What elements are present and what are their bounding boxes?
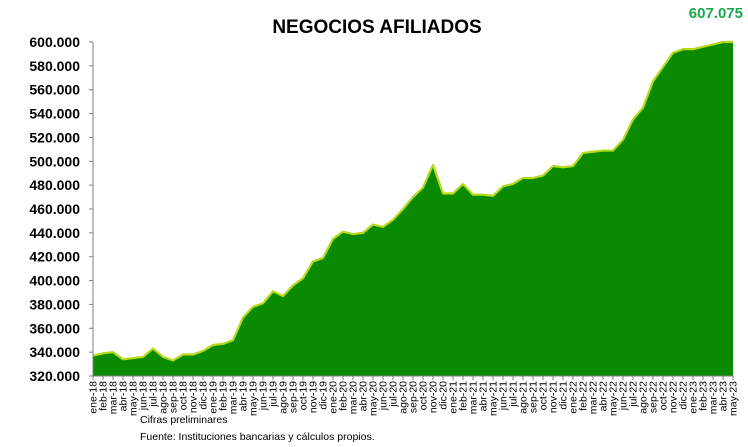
x-tick-label: abr-19 <box>238 381 250 412</box>
x-tick-label: nov-20 <box>428 381 440 413</box>
x-tick-label: mar-23 <box>708 381 720 414</box>
x-tick-label: jul-22 <box>628 381 640 408</box>
x-tick-label: may-20 <box>368 381 380 416</box>
x-tick-label: ago-20 <box>398 381 410 414</box>
x-tick-label: jun-22 <box>618 381 630 411</box>
x-tick-label: oct-19 <box>298 381 310 410</box>
y-tick-label: 420.000 <box>29 249 80 265</box>
x-tick-label: ago-19 <box>278 381 290 414</box>
x-tick-label: jun-19 <box>258 381 270 411</box>
x-tick-label: jun-21 <box>498 381 510 411</box>
x-tick-label: feb-21 <box>458 381 470 411</box>
y-tick-label: 520.000 <box>29 129 80 145</box>
y-tick-label: 540.000 <box>29 106 80 122</box>
x-tick-label: abr-18 <box>118 381 130 412</box>
x-tick-label: dic-22 <box>678 381 690 410</box>
x-tick-label: ago-22 <box>638 381 650 414</box>
x-tick-label: ene-21 <box>448 381 460 414</box>
x-tick-label: may-18 <box>128 381 140 416</box>
y-tick-label: 340.000 <box>29 344 80 360</box>
x-tick-label: sep-22 <box>648 381 660 413</box>
x-tick-label: may-22 <box>608 381 620 416</box>
x-tick-label: jul-18 <box>148 381 160 408</box>
x-tick-label: jul-20 <box>388 381 400 408</box>
y-tick-label: 600.000 <box>29 34 80 50</box>
x-tick-label: feb-22 <box>578 381 590 411</box>
x-tick-label: jul-19 <box>268 381 280 408</box>
x-tick-label: ene-18 <box>88 381 100 414</box>
y-tick-label: 500.000 <box>29 153 80 169</box>
x-tick-label: jun-20 <box>378 381 390 411</box>
x-tick-label: mar-18 <box>108 381 120 414</box>
x-tick-label: nov-19 <box>308 381 320 413</box>
x-tick-label: sep-20 <box>408 381 420 413</box>
x-tick-label: sep-19 <box>288 381 300 413</box>
x-tick-label: dic-20 <box>438 381 450 410</box>
x-tick-label: ene-22 <box>568 381 580 414</box>
chart-title: NEGOCIOS AFILIADOS <box>272 17 481 38</box>
x-tick-label: feb-20 <box>338 381 350 411</box>
note-source: Fuente: Instituciones bancarias y cálcul… <box>140 431 375 443</box>
x-tick-label: ene-20 <box>328 381 340 414</box>
x-tick-label: nov-21 <box>548 381 560 413</box>
area-series-layer <box>92 40 733 376</box>
x-tick-label: jul-21 <box>508 381 520 408</box>
x-tick-label: dic-18 <box>198 381 210 410</box>
y-tick-label: 320.000 <box>29 368 80 384</box>
x-tick-label: sep-18 <box>168 381 180 413</box>
note-preliminary: Cifras preliminares <box>140 414 228 426</box>
y-tick-label: 480.000 <box>29 177 80 193</box>
x-tick-label: abr-22 <box>598 381 610 412</box>
x-tick-label: ene-19 <box>208 381 220 414</box>
x-tick-label: jun-18 <box>138 381 150 411</box>
x-tick-label: mar-20 <box>348 381 360 414</box>
x-tick-label: nov-18 <box>188 381 200 413</box>
series-line <box>92 40 733 362</box>
x-tick-label: mar-19 <box>228 381 240 414</box>
final-value-label: 607.075 <box>689 5 743 22</box>
area-fill <box>93 42 733 376</box>
y-axis-ticks: 600.000 580.000 560.000 540.000 520.000 500.0… <box>29 34 80 384</box>
x-tick-label: abr-20 <box>358 381 370 412</box>
y-tick-label: 400.000 <box>29 273 80 289</box>
x-tick-label: feb-23 <box>698 381 710 411</box>
y-tick-label: 580.000 <box>29 58 80 74</box>
axes <box>89 41 734 380</box>
x-tick-label: ago-21 <box>518 381 530 414</box>
y-tick-label: 440.000 <box>29 225 80 241</box>
x-tick-label: ene-23 <box>688 381 700 414</box>
x-tick-label: abr-21 <box>478 381 490 412</box>
x-tick-label: may-23 <box>728 381 740 416</box>
x-tick-label: mar-22 <box>588 381 600 414</box>
x-tick-label: ago-18 <box>158 381 170 414</box>
y-tick-label: 460.000 <box>29 201 80 217</box>
x-tick-label: oct-20 <box>418 381 430 410</box>
x-axis-ticks: ene-18feb-18mar-18abr-18may-18jun-18jul-… <box>88 381 740 416</box>
x-tick-label: mar-21 <box>468 381 480 414</box>
x-tick-label: oct-22 <box>658 381 670 410</box>
x-tick-label: sep-21 <box>528 381 540 413</box>
x-tick-label: may-21 <box>488 381 500 416</box>
y-tick-label: 380.000 <box>29 296 80 312</box>
x-tick-label: nov-22 <box>668 381 680 413</box>
y-tick-label: 360.000 <box>29 320 80 336</box>
x-tick-label: oct-21 <box>538 381 550 410</box>
x-tick-label: oct-18 <box>178 381 190 410</box>
x-tick-label: dic-19 <box>318 381 330 410</box>
y-tick-label: 560.000 <box>29 82 80 98</box>
x-tick-label: dic-21 <box>558 381 570 410</box>
x-tick-label: abr-23 <box>718 381 730 412</box>
x-tick-label: may-19 <box>248 381 260 416</box>
x-tick-label: feb-19 <box>218 381 230 411</box>
x-tick-label: feb-18 <box>98 381 110 411</box>
